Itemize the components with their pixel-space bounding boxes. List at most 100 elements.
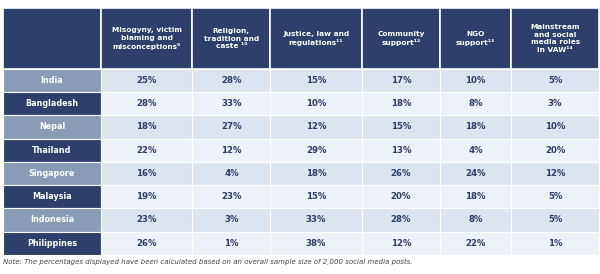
Text: 15%: 15%	[306, 76, 326, 85]
Text: 38%: 38%	[306, 239, 326, 248]
Bar	[362, 8, 440, 69]
Text: Note: The percentages displayed have been calculated based on an overall sample : Note: The percentages displayed have bee…	[3, 259, 413, 265]
Bar	[271, 232, 362, 255]
Text: 4%: 4%	[469, 146, 483, 155]
Bar	[271, 185, 362, 208]
Text: 16%: 16%	[136, 169, 157, 178]
Text: 8%: 8%	[469, 215, 483, 224]
Text: Indonesia: Indonesia	[30, 215, 74, 224]
Text: 18%: 18%	[391, 99, 411, 108]
Text: 15%: 15%	[306, 192, 326, 201]
Text: 28%: 28%	[221, 76, 242, 85]
Bar	[271, 162, 362, 185]
Bar	[271, 69, 362, 92]
Bar	[440, 8, 511, 69]
Bar	[511, 69, 599, 92]
Text: 3%: 3%	[548, 99, 562, 108]
Bar	[3, 232, 101, 255]
Bar	[362, 185, 440, 208]
Bar	[3, 69, 101, 92]
Bar	[511, 115, 599, 139]
Text: 27%: 27%	[221, 122, 242, 132]
Text: 12%: 12%	[221, 146, 242, 155]
Text: 5%: 5%	[548, 215, 562, 224]
Bar	[440, 115, 511, 139]
Text: 15%: 15%	[391, 122, 411, 132]
Bar	[101, 69, 193, 92]
Text: 24%: 24%	[466, 169, 486, 178]
Text: 33%: 33%	[221, 99, 242, 108]
Bar	[3, 162, 101, 185]
Text: 25%: 25%	[136, 76, 157, 85]
Text: 1%: 1%	[224, 239, 239, 248]
Bar	[440, 92, 511, 115]
Bar	[511, 139, 599, 162]
Text: 18%: 18%	[136, 122, 157, 132]
Text: Malaysia: Malaysia	[32, 192, 72, 201]
Text: 12%: 12%	[391, 239, 411, 248]
Text: 12%: 12%	[545, 169, 565, 178]
Text: 23%: 23%	[221, 192, 242, 201]
Bar	[193, 92, 271, 115]
Text: 23%: 23%	[136, 215, 157, 224]
Bar	[101, 115, 193, 139]
Text: 8%: 8%	[469, 99, 483, 108]
Bar	[271, 208, 362, 232]
Bar	[440, 162, 511, 185]
Text: 10%: 10%	[466, 76, 486, 85]
Bar	[362, 69, 440, 92]
Text: India: India	[41, 76, 64, 85]
Bar	[511, 162, 599, 185]
Text: 13%: 13%	[391, 146, 411, 155]
Text: 22%: 22%	[136, 146, 157, 155]
Text: 18%: 18%	[466, 122, 486, 132]
Bar	[101, 139, 193, 162]
Text: 22%: 22%	[466, 239, 486, 248]
Text: 20%: 20%	[391, 192, 411, 201]
Bar	[362, 208, 440, 232]
Bar	[440, 185, 511, 208]
Text: 28%: 28%	[391, 215, 411, 224]
Text: Misogyny, victim
blaming and
misconceptions⁹: Misogyny, victim blaming and misconcepti…	[112, 27, 182, 50]
Bar	[3, 208, 101, 232]
Bar	[362, 139, 440, 162]
Text: 1%: 1%	[548, 239, 562, 248]
Bar	[101, 232, 193, 255]
Bar	[193, 185, 271, 208]
Text: Nepal: Nepal	[39, 122, 65, 132]
Text: Justice, law and
regulations¹¹: Justice, law and regulations¹¹	[283, 31, 349, 46]
Bar	[362, 92, 440, 115]
Text: 28%: 28%	[136, 99, 157, 108]
Bar	[101, 92, 193, 115]
Text: 4%: 4%	[224, 169, 239, 178]
Bar	[101, 162, 193, 185]
Bar	[3, 92, 101, 115]
Bar	[101, 185, 193, 208]
Bar	[101, 208, 193, 232]
Text: 19%: 19%	[136, 192, 157, 201]
Text: Bangladesh: Bangladesh	[25, 99, 79, 108]
Bar	[362, 162, 440, 185]
Bar	[440, 232, 511, 255]
Bar	[511, 208, 599, 232]
Bar	[193, 139, 271, 162]
Bar	[193, 115, 271, 139]
Text: 26%: 26%	[391, 169, 411, 178]
Text: Philippines: Philippines	[27, 239, 77, 248]
Text: 17%: 17%	[391, 76, 411, 85]
Bar	[193, 69, 271, 92]
Bar	[193, 8, 271, 69]
Bar	[271, 139, 362, 162]
Text: 18%: 18%	[466, 192, 486, 201]
Bar	[440, 139, 511, 162]
Bar	[362, 115, 440, 139]
Bar	[511, 185, 599, 208]
Text: Religion,
tradition and
caste ¹⁰: Religion, tradition and caste ¹⁰	[204, 28, 259, 49]
Bar	[101, 8, 193, 69]
Bar	[362, 232, 440, 255]
Text: 29%: 29%	[306, 146, 326, 155]
Text: Singapore: Singapore	[29, 169, 75, 178]
Text: 10%: 10%	[545, 122, 565, 132]
Text: 3%: 3%	[224, 215, 239, 224]
Bar	[271, 8, 362, 69]
